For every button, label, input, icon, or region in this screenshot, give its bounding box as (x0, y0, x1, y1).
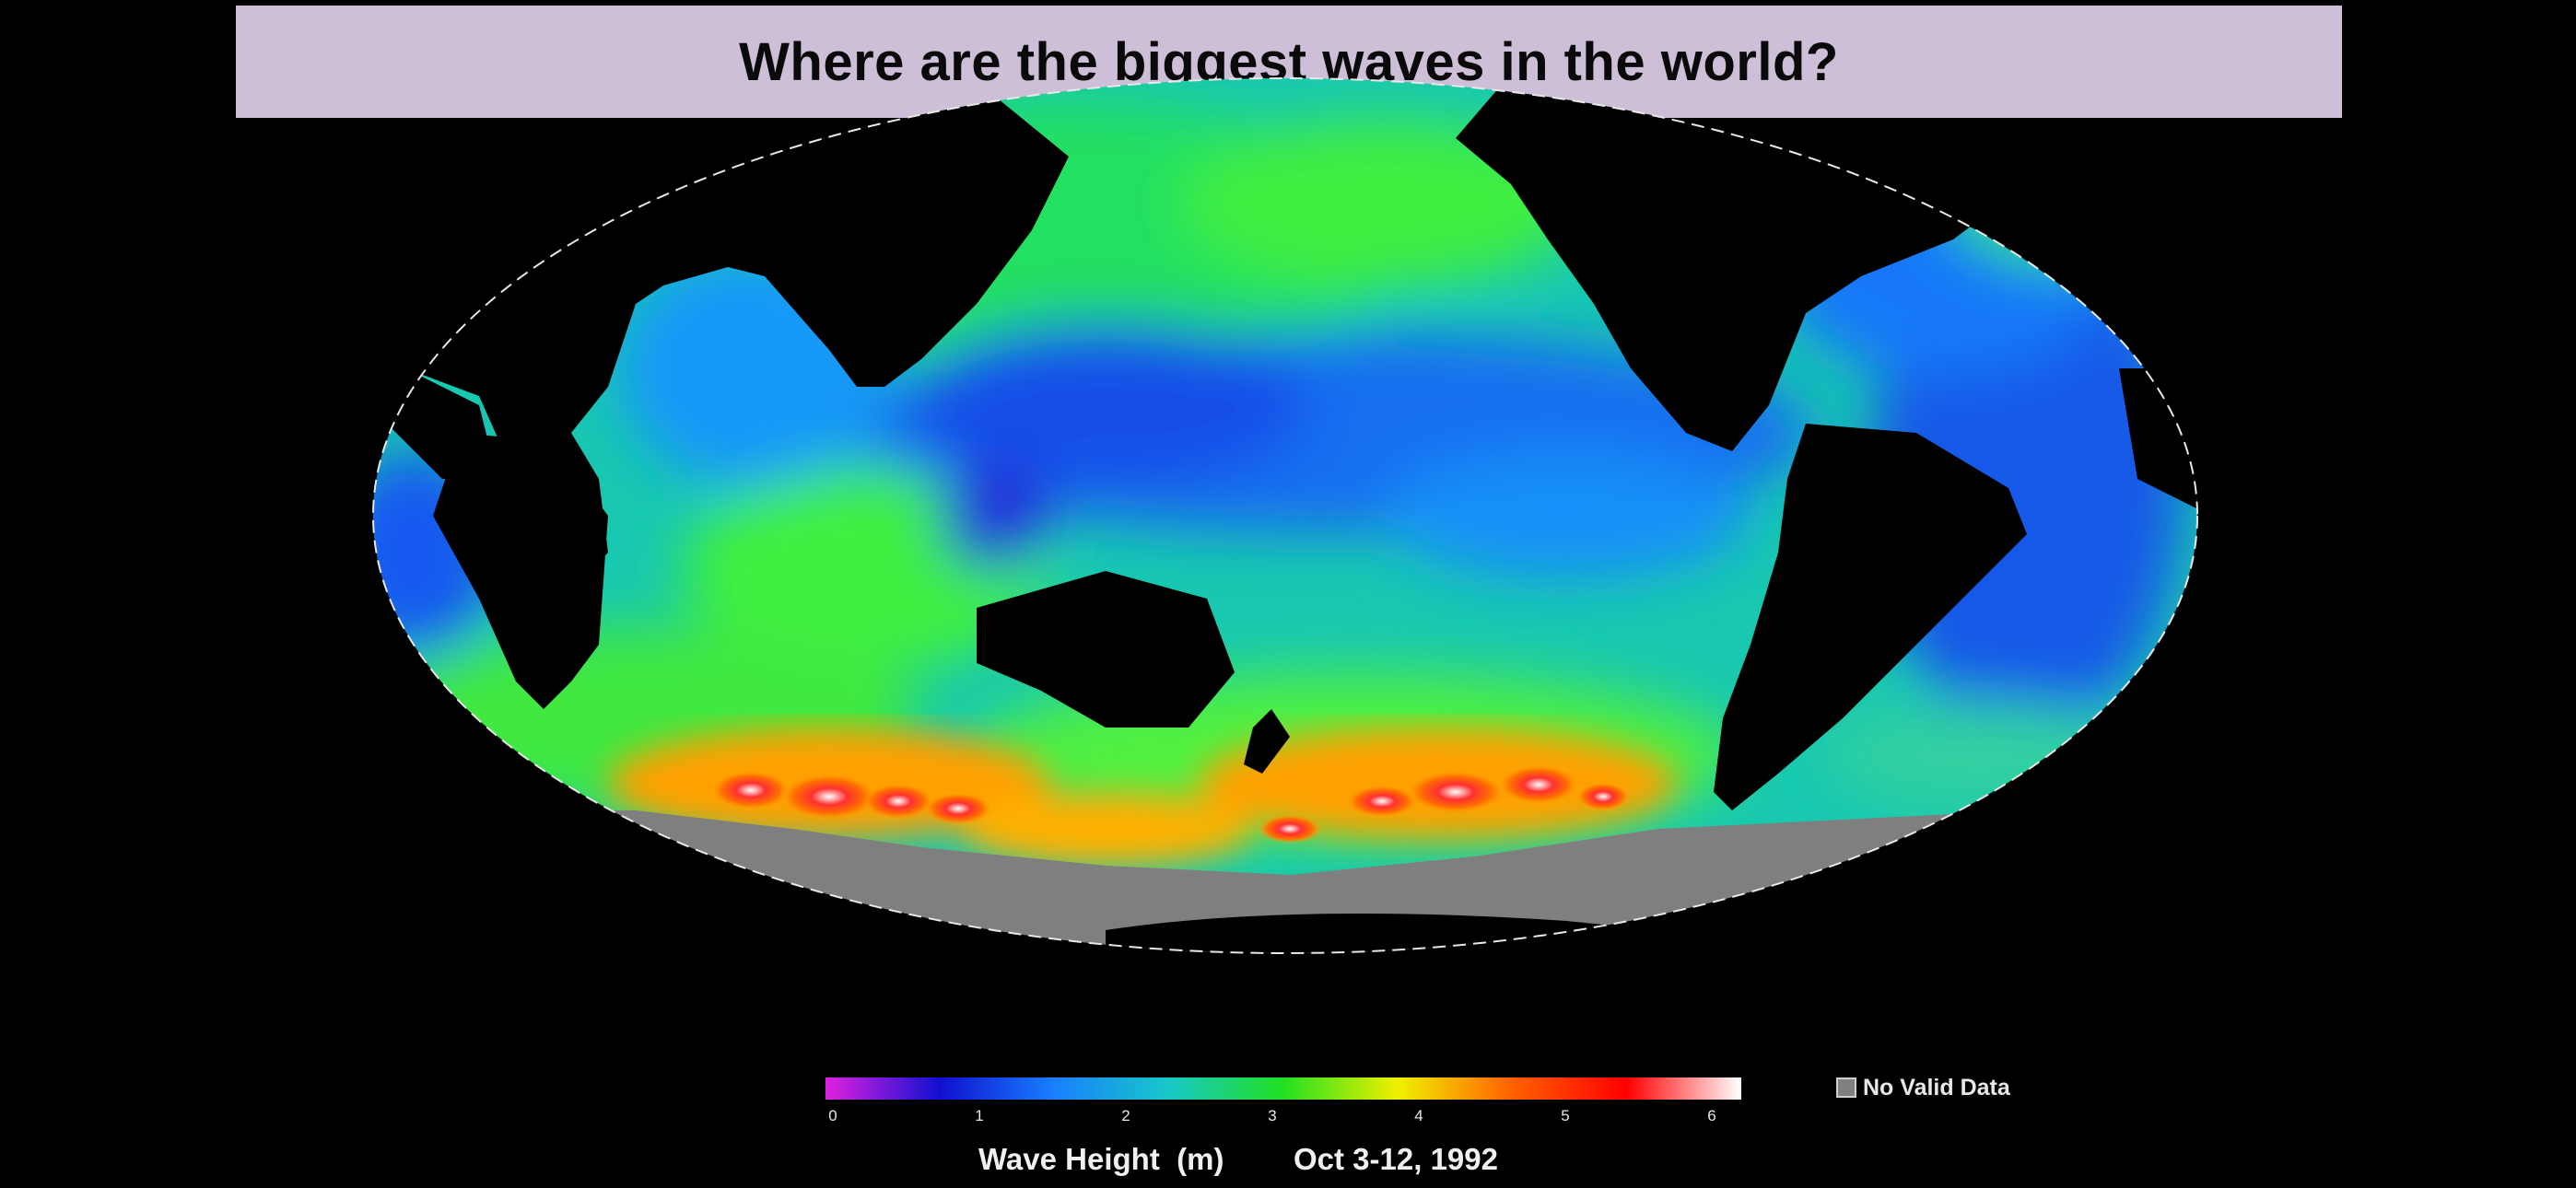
projection-outline (372, 77, 2198, 954)
africa-east (433, 433, 608, 709)
australia (977, 571, 1235, 728)
color-scale-bar (825, 1077, 1741, 1100)
scale-tick-label: 4 (1414, 1107, 1423, 1124)
scale-tick-label: 5 (1561, 1107, 1570, 1124)
south-america (1714, 424, 2027, 810)
no-data-label: No Valid Data (1863, 1075, 2010, 1101)
scale-tick-label: 2 (1121, 1107, 1130, 1124)
scale-tick-label: 3 (1268, 1107, 1277, 1124)
peak-wave-cells (709, 764, 1631, 844)
ocean-field (373, 78, 2197, 953)
legend-date-caption: Oct 3-12, 1992 (1294, 1142, 1498, 1176)
legend-unit-caption: Wave Height (m) (978, 1142, 1224, 1176)
scale-tick-label: 6 (1707, 1107, 1716, 1124)
scale-tick-label: 1 (975, 1107, 984, 1124)
scale-tick-label: 0 (828, 1107, 837, 1124)
no-data-swatch (1836, 1077, 1856, 1098)
color-scale-svg (825, 1077, 1741, 1100)
new-zealand (1244, 709, 1290, 774)
